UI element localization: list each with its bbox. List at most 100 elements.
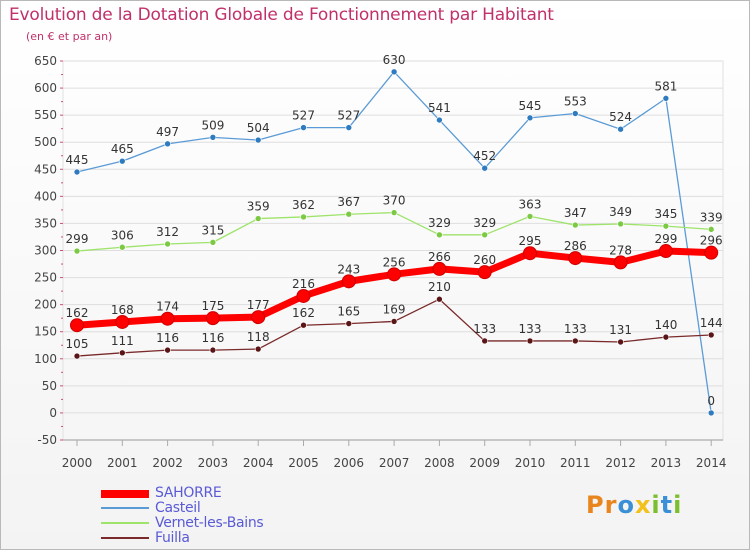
data-label-casteil: 509 — [201, 118, 224, 132]
data-point-fuilla — [254, 345, 262, 353]
data-label-fuilla: 116 — [201, 331, 224, 345]
data-label-vernet-les-bains: 359 — [247, 200, 270, 214]
y-tick-label: 250 — [34, 271, 57, 285]
data-point-vernet-les-bains — [481, 231, 489, 239]
data-label-fuilla: 162 — [292, 306, 315, 320]
data-point-sahorre — [296, 288, 311, 303]
data-label-sahorre: 286 — [564, 239, 587, 253]
data-point-vernet-les-bains — [390, 209, 398, 216]
data-point-sahorre — [160, 311, 175, 326]
data-label-fuilla: 140 — [654, 318, 677, 332]
proxiti-logo: Proxiti — [586, 491, 682, 519]
data-label-casteil: 0 — [707, 394, 715, 408]
data-point-sahorre — [432, 261, 447, 276]
data-label-fuilla: 133 — [473, 322, 496, 336]
data-point-vernet-les-bains — [571, 221, 579, 229]
data-label-sahorre: 295 — [519, 234, 542, 248]
data-label-fuilla: 111 — [111, 334, 134, 348]
data-point-fuilla — [390, 318, 398, 325]
data-label-vernet-les-bains: 362 — [292, 198, 315, 212]
x-tick-label: 2002 — [152, 456, 183, 470]
data-point-casteil — [436, 116, 443, 124]
data-point-vernet-les-bains — [119, 243, 126, 251]
data-label-fuilla: 131 — [609, 323, 632, 337]
y-tick-label: 150 — [34, 325, 57, 339]
data-point-sahorre — [205, 311, 220, 326]
data-point-sahorre — [568, 251, 583, 266]
data-label-vernet-les-bains: 329 — [473, 216, 496, 230]
data-point-casteil — [119, 157, 126, 165]
data-point-casteil — [345, 124, 353, 131]
data-point-fuilla — [209, 346, 217, 354]
data-point-casteil — [707, 409, 715, 417]
data-label-sahorre: 162 — [66, 306, 89, 320]
data-point-sahorre — [477, 265, 492, 280]
data-point-fuilla — [73, 352, 81, 360]
x-tick-label: 2000 — [62, 456, 93, 470]
data-label-vernet-les-bains: 315 — [201, 223, 224, 237]
data-label-vernet-les-bains: 312 — [156, 225, 179, 239]
data-label-casteil: 545 — [519, 99, 542, 113]
y-tick-label: 100 — [34, 352, 57, 366]
data-point-fuilla — [526, 337, 534, 345]
x-tick-label: 2005 — [288, 456, 319, 470]
data-label-casteil: 497 — [156, 125, 179, 139]
x-tick-label: 2011 — [560, 456, 591, 470]
logo-letter: t — [660, 491, 674, 519]
data-label-sahorre: 174 — [156, 300, 179, 314]
data-point-casteil — [390, 68, 398, 76]
legend-label: Casteil — [155, 500, 201, 516]
data-label-vernet-les-bains: 306 — [111, 228, 134, 242]
data-label-casteil: 527 — [337, 109, 360, 123]
data-point-vernet-les-bains — [345, 210, 353, 218]
data-label-fuilla: 133 — [564, 322, 587, 336]
data-point-fuilla — [662, 333, 670, 341]
data-label-vernet-les-bains: 347 — [564, 206, 587, 220]
y-tick-label: 500 — [34, 135, 57, 149]
data-point-vernet-les-bains — [164, 240, 171, 248]
data-label-casteil: 465 — [111, 142, 134, 156]
data-label-casteil: 504 — [247, 121, 270, 135]
data-point-casteil — [617, 125, 624, 133]
data-label-vernet-les-bains: 339 — [700, 210, 723, 224]
data-point-fuilla — [164, 346, 171, 354]
data-point-casteil — [571, 110, 579, 117]
x-tick-label: 2008 — [424, 456, 455, 470]
data-label-sahorre: 256 — [383, 255, 406, 269]
data-label-vernet-les-bains: 299 — [66, 232, 89, 246]
data-point-casteil — [481, 164, 489, 172]
y-tick-label: 50 — [42, 379, 57, 393]
data-point-casteil — [662, 95, 670, 102]
x-tick-label: 2010 — [515, 456, 546, 470]
x-tick-label: 2014 — [696, 456, 727, 470]
data-label-sahorre: 299 — [654, 232, 677, 246]
legend-swatch-vernet-les-bains — [101, 522, 149, 524]
data-point-fuilla — [119, 349, 126, 357]
data-point-casteil — [300, 124, 307, 131]
data-point-vernet-les-bains — [617, 220, 624, 228]
logo-letter: i — [651, 491, 661, 519]
data-label-fuilla: 165 — [337, 305, 360, 319]
legend-swatch-casteil — [101, 507, 149, 509]
data-point-vernet-les-bains — [436, 231, 443, 239]
data-label-casteil: 581 — [654, 79, 677, 93]
x-tick-label: 2006 — [334, 456, 365, 470]
data-point-sahorre — [704, 245, 719, 260]
data-label-sahorre: 260 — [473, 253, 496, 267]
data-point-vernet-les-bains — [254, 215, 262, 222]
y-tick-label: 450 — [34, 162, 57, 176]
data-point-casteil — [254, 136, 262, 144]
logo-letter: i — [673, 491, 683, 519]
x-tick-label: 2001 — [107, 456, 138, 470]
data-label-fuilla: 133 — [519, 322, 542, 336]
y-tick-label: -50 — [37, 433, 57, 447]
data-point-fuilla — [481, 337, 489, 345]
data-point-fuilla — [345, 320, 353, 327]
data-point-sahorre — [613, 255, 628, 270]
y-tick-label: 350 — [34, 216, 57, 230]
data-point-vernet-les-bains — [526, 213, 534, 220]
data-label-sahorre: 177 — [247, 298, 270, 312]
y-tick-label: 650 — [34, 54, 57, 68]
